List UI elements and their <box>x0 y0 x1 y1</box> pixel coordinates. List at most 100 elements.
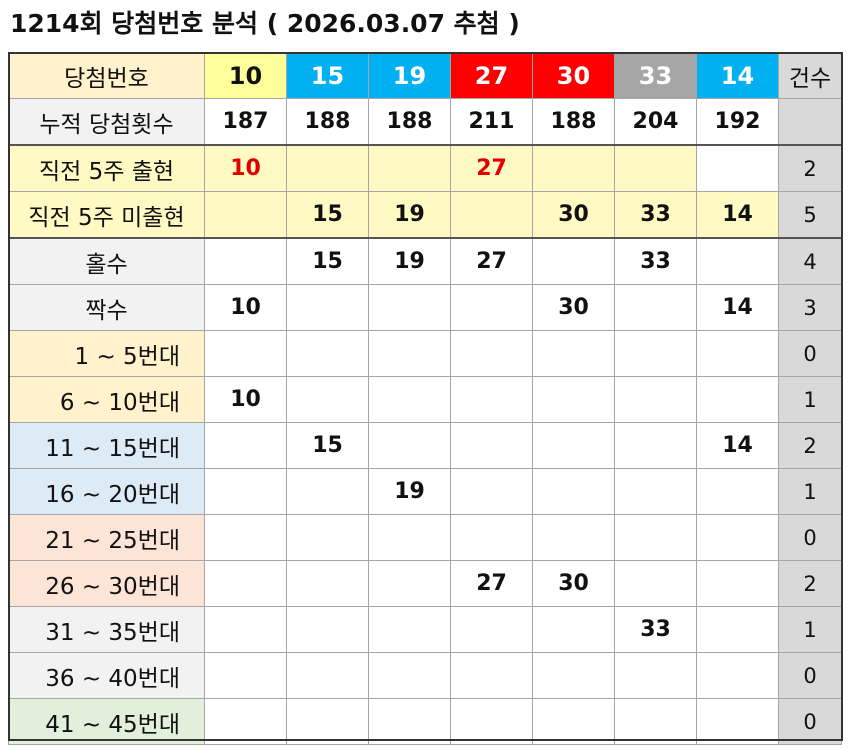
table-cell <box>368 606 451 653</box>
table-row: 직전 5주 미출현 15 19 30 33 14 5 <box>8 191 842 239</box>
table-cell <box>696 698 779 745</box>
table-cell <box>368 144 451 192</box>
table-row: 16 ~ 20번대 19 1 <box>8 468 842 515</box>
table-cell: 14 <box>696 191 779 239</box>
table-cell <box>696 144 779 192</box>
winning-number-2: 15 <box>286 52 369 99</box>
table-cell: 27 <box>450 560 533 607</box>
table-cell <box>286 330 369 377</box>
row-label: 짝수 <box>8 284 205 331</box>
table-cell <box>532 698 615 745</box>
table-cell <box>286 652 369 699</box>
table-row: 홀수 15 19 27 33 4 <box>8 237 842 285</box>
table-cell <box>696 330 779 377</box>
table-cell <box>450 514 533 561</box>
count-cell: 0 <box>778 514 842 561</box>
table-cell <box>286 376 369 423</box>
table-cell <box>286 284 369 331</box>
bonus-number: 14 <box>696 52 779 99</box>
table-cell: 19 <box>368 468 451 515</box>
table-cell: 14 <box>696 284 779 331</box>
winning-number-1: 10 <box>204 52 287 99</box>
winning-number-3: 19 <box>368 52 451 99</box>
table-cell <box>204 191 287 239</box>
table-cell: 15 <box>286 422 369 469</box>
table-cell <box>614 422 697 469</box>
count-cell: 4 <box>778 237 842 285</box>
table-cell: 14 <box>696 422 779 469</box>
table-cell <box>368 698 451 745</box>
table-cell <box>614 468 697 515</box>
table-row: 36 ~ 40번대 0 <box>8 652 842 699</box>
table-cell <box>286 560 369 607</box>
table-row: 6 ~ 10번대 10 1 <box>8 376 842 423</box>
table-cell <box>450 191 533 239</box>
table-cell <box>614 652 697 699</box>
row-label: 41 ~ 45번대 <box>8 698 205 745</box>
count-cell: 0 <box>778 330 842 377</box>
table-cell <box>368 652 451 699</box>
row-label: 26 ~ 30번대 <box>8 560 205 607</box>
table-cell: 192 <box>696 98 779 146</box>
table-cell: 30 <box>532 284 615 331</box>
count-cell: 2 <box>778 144 842 192</box>
table-cell <box>614 514 697 561</box>
table-cell <box>614 698 697 745</box>
row-label: 21 ~ 25번대 <box>8 514 205 561</box>
table-cell <box>696 652 779 699</box>
count-cell: 0 <box>778 652 842 699</box>
table-cell <box>204 422 287 469</box>
table-cell <box>286 606 369 653</box>
table-cell <box>286 698 369 745</box>
row-label: 11 ~ 15번대 <box>8 422 205 469</box>
row-label: 6 ~ 10번대 <box>8 376 205 423</box>
table-cell <box>450 330 533 377</box>
table-cell: 33 <box>614 237 697 285</box>
table-cell <box>450 698 533 745</box>
table-cell <box>532 606 615 653</box>
table-cell <box>368 284 451 331</box>
table-cell: 30 <box>532 560 615 607</box>
table-row: 짝수 10 30 14 3 <box>8 284 842 331</box>
row-label: 홀수 <box>8 237 205 285</box>
table-row: 11 ~ 15번대 15 14 2 <box>8 422 842 469</box>
table-row: 41 ~ 45번대 0 <box>8 698 842 745</box>
table-cell <box>450 468 533 515</box>
table-cell: 188 <box>286 98 369 146</box>
table-cell <box>286 144 369 192</box>
table-cell: 27 <box>450 237 533 285</box>
table-cell <box>696 606 779 653</box>
table-cell <box>532 422 615 469</box>
count-header: 건수 <box>778 52 842 99</box>
table-cell <box>696 237 779 285</box>
table-cell <box>204 468 287 515</box>
table-cell <box>204 237 287 285</box>
table-cell <box>368 514 451 561</box>
table-cell <box>532 330 615 377</box>
table-cell <box>614 376 697 423</box>
table-cell <box>368 422 451 469</box>
table-cell: 15 <box>286 237 369 285</box>
table-cell <box>614 284 697 331</box>
header-row: 당첨번호 10 15 19 27 30 33 14 건수 <box>8 52 842 99</box>
row-label: 누적 당첨횟수 <box>8 98 205 146</box>
table-cell: 19 <box>368 237 451 285</box>
table-cell <box>532 144 615 192</box>
table-cell <box>532 468 615 515</box>
table-cell <box>450 376 533 423</box>
table-cell <box>368 560 451 607</box>
table-cell <box>614 330 697 377</box>
row-label: 31 ~ 35번대 <box>8 606 205 653</box>
table-cell <box>696 560 779 607</box>
table-cell <box>450 652 533 699</box>
count-cell: 3 <box>778 284 842 331</box>
table-row: 31 ~ 35번대 33 1 <box>8 606 842 653</box>
table-cell <box>450 422 533 469</box>
table-cell: 188 <box>532 98 615 146</box>
table-row: 누적 당첨횟수 187 188 188 211 188 204 192 <box>8 98 842 146</box>
table-cell <box>450 284 533 331</box>
table-cell <box>696 468 779 515</box>
row-label: 1 ~ 5번대 <box>8 330 205 377</box>
table-cell: 27 <box>450 144 533 192</box>
table-cell <box>614 144 697 192</box>
